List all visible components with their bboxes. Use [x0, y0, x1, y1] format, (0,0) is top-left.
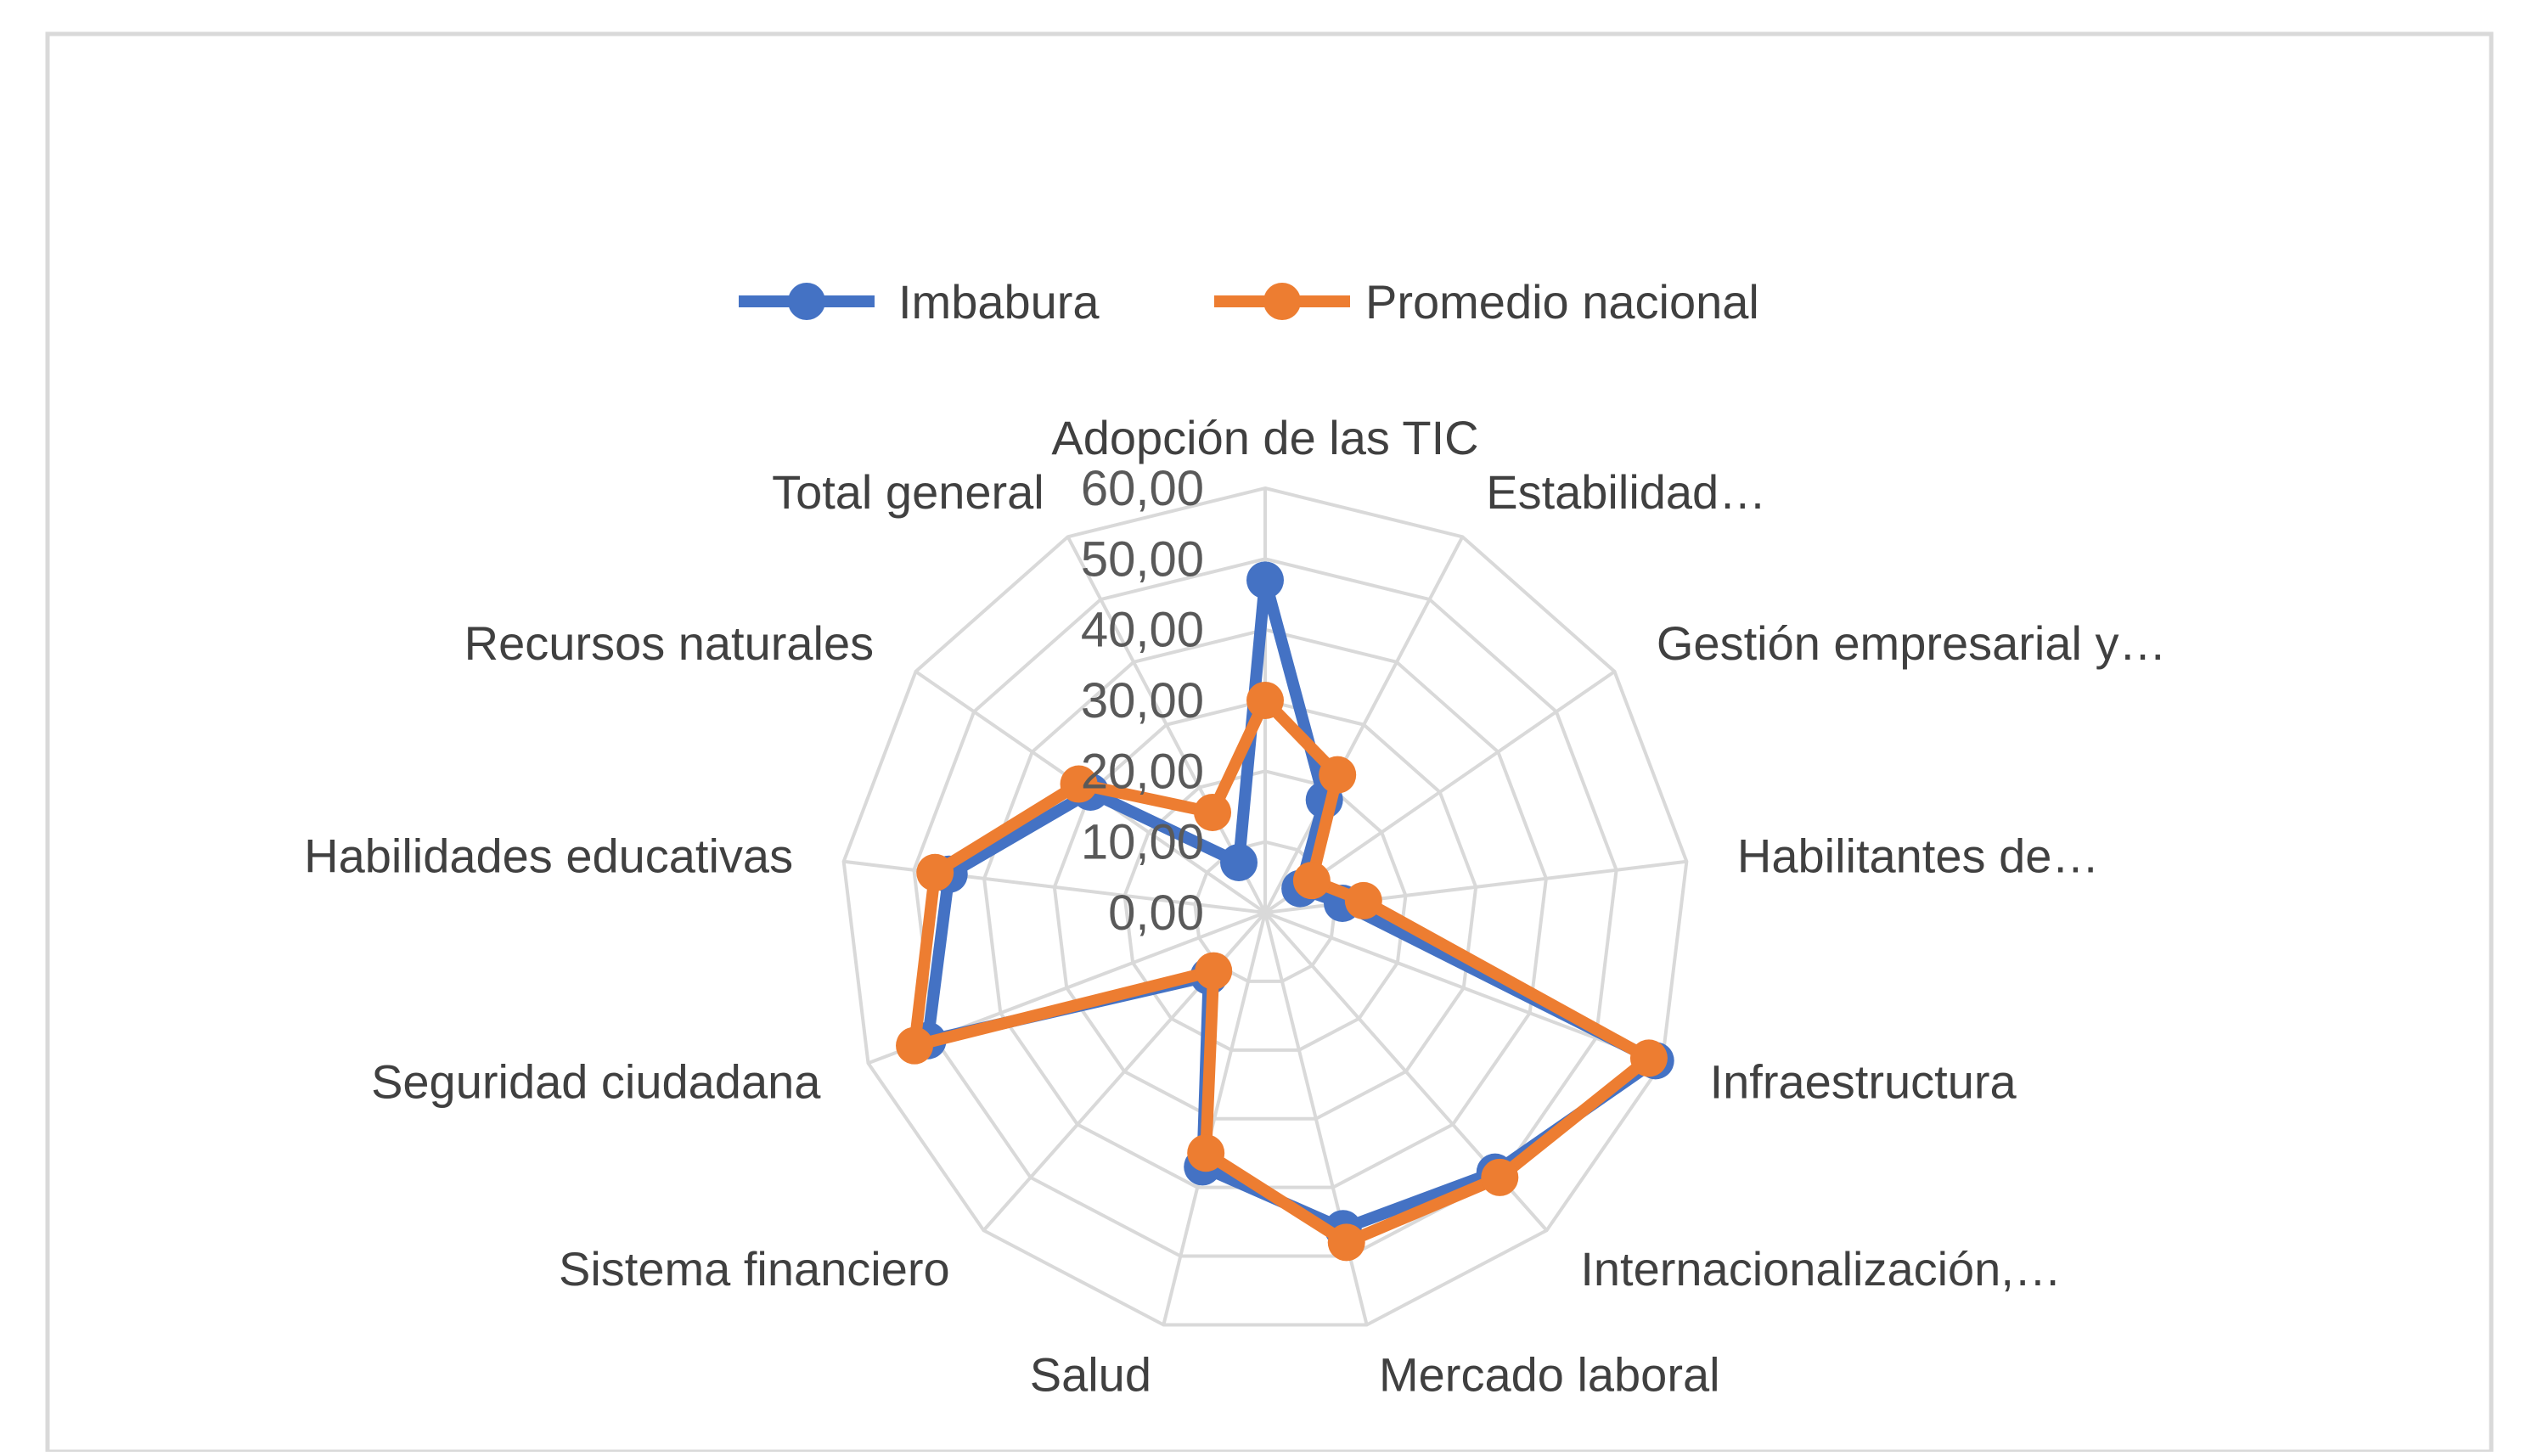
data-point-promedio-nacional — [1060, 765, 1098, 803]
grid-spoke — [843, 859, 1266, 914]
axis-label-gestion-empresarial-y: Gestión empresarial y… — [1657, 616, 2167, 670]
tick-label: 0,00 — [1108, 885, 1204, 941]
data-point-imbabura — [1220, 843, 1258, 881]
data-point-promedio-nacional — [1194, 793, 1232, 831]
tick-label: 40,00 — [1081, 603, 1204, 658]
axis-label-seguridad-ciudadana: Seguridad ciudadana — [371, 1055, 821, 1109]
axis-label-total-general: Total general — [772, 465, 1044, 519]
axis-label-sistema-financiero: Sistema financiero — [559, 1242, 950, 1296]
tick-label: 50,00 — [1081, 531, 1204, 587]
axis-label-estabilidad: Estabilidad… — [1486, 465, 1766, 519]
data-point-promedio-nacional — [1319, 756, 1357, 794]
radar-series — [896, 561, 1674, 1262]
data-point-promedio-nacional — [1195, 952, 1233, 990]
legend-item-promedio-nacional: Promedio nacional — [1214, 275, 1759, 329]
radial-tick-labels: 0,00 10,00 20,00 30,00 40,00 50,00 60,00 — [1081, 461, 1204, 941]
grid-spoke — [1263, 536, 1465, 914]
chart-border — [45, 31, 2494, 1454]
legend-marker-promedio-nacional — [1263, 283, 1301, 320]
grid-ring — [1123, 769, 1408, 1052]
legend-item-imbabura: Imbabura — [739, 275, 1100, 329]
axis-label-infraestructura: Infraestructura — [1710, 1055, 2017, 1109]
grid-ring — [841, 486, 1689, 1327]
tick-label: 20,00 — [1081, 744, 1204, 799]
data-point-promedio-nacional — [1481, 1158, 1519, 1196]
data-point-promedio-nacional — [916, 853, 954, 891]
legend-marker-imbabura — [788, 283, 825, 320]
tick-label: 10,00 — [1081, 815, 1204, 870]
tick-label: 30,00 — [1081, 673, 1204, 728]
grid-spoke — [1264, 911, 1663, 1065]
data-point-promedio-nacional — [1344, 881, 1382, 919]
data-point-promedio-nacional — [1187, 1134, 1225, 1172]
data-point-promedio-nacional — [1292, 862, 1331, 900]
grid-ring — [912, 557, 1618, 1258]
data-point-imbabura — [1246, 561, 1284, 599]
legend-label-promedio-nacional: Promedio nacional — [1365, 275, 1759, 329]
data-point-promedio-nacional — [896, 1026, 934, 1065]
legend-label-imbabura: Imbabura — [898, 275, 1100, 329]
axis-label-internacionalizacion: Internacionalización,… — [1580, 1242, 2062, 1296]
data-point-promedio-nacional — [1246, 682, 1284, 719]
axis-label-habilitantes-de: Habilitantes de… — [1737, 829, 2099, 882]
tick-label: 60,00 — [1081, 461, 1204, 516]
data-point-promedio-nacional — [1327, 1223, 1365, 1262]
axis-label-mercado-laboral: Mercado laboral — [1379, 1348, 1720, 1402]
axis-label-adopcion-de-las-tic: Adopción de las TIC — [1051, 411, 1478, 464]
axis-label-habilidades-educativas: Habilidades educativas — [304, 829, 793, 882]
grid-spoke — [1162, 912, 1267, 1325]
axis-label-salud: Salud — [1030, 1348, 1151, 1402]
axis-label-recursos-naturales: Recursos naturales — [464, 616, 874, 670]
legend: Imbabura Promedio nacional — [739, 275, 1759, 329]
data-point-promedio-nacional — [1629, 1039, 1668, 1077]
